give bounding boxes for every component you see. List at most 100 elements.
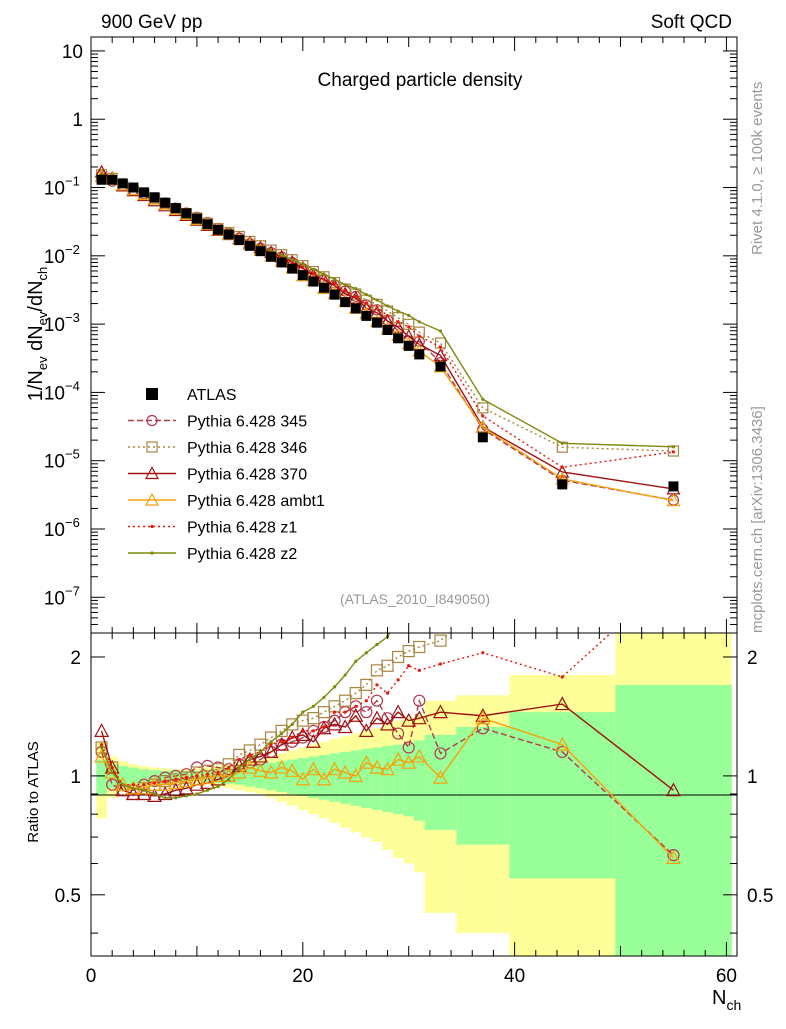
ratio-point-p370 [274,736,290,751]
ratio-point-z2 [301,710,305,714]
ratio-point-z1 [163,779,167,783]
ratio-point-z1 [205,772,210,776]
ratio-x-ticks: 0 20 40 60 [86,633,737,987]
ratio-point-ambt1 [665,850,681,865]
legend-marker-p345 [146,414,158,427]
ratio-point-z2 [561,536,564,539]
analysis-label: (ATLAS_2010_I849050) [340,591,490,607]
ratio-point-ambt1 [210,768,226,782]
point-atlas [234,235,245,246]
ratio-point-p370 [178,780,194,795]
point-z2 [671,445,676,449]
y-tick-exponent: −1 [65,174,80,189]
ratio-point-z2 [397,617,400,620]
point-z2 [364,292,368,297]
point-atlas [361,310,372,321]
point-z1 [407,325,411,329]
y-tick-label: 10 [62,42,83,63]
ratio-point-z1 [280,740,284,744]
green-band [276,761,287,793]
point-atlas [160,197,171,208]
point-z1 [364,301,368,305]
ratio-point-ambt1 [554,736,570,751]
ratio-plot-frame [90,632,738,957]
ratio-point-z2 [269,740,273,744]
ratio-point-ambt1 [115,776,131,791]
ratio-point-ambt1 [316,771,332,786]
ratio-point-ambt1 [475,710,491,725]
point-atlas [318,282,329,293]
legend-marker-atlas [146,388,158,400]
ratio-point-p346 [339,694,352,707]
legend-label-p370: Pythia 6.428 370 [187,467,307,484]
main-series [94,164,681,507]
x-tick-label: 0 [86,966,97,987]
ratio-point-z2 [174,796,178,800]
point-atlas [213,224,224,235]
ratio-point-p346 [349,687,362,700]
rivet-version-label: Rivet 4.1.0, ≥ 100k events [749,82,766,255]
ratio-point-z1 [99,743,104,747]
point-atlas [382,325,393,336]
ratio-series-z2 [99,536,564,800]
point-atlas [287,263,298,274]
point-atlas [223,229,234,240]
ratio-point-p370 [189,776,205,791]
ratio-point-z2 [364,651,368,655]
ratio-point-z2 [216,784,220,789]
ratio-point-p370 [401,712,417,727]
point-atlas [557,479,568,490]
legend-marker-p346 [146,441,158,453]
ratio-point-z1 [364,699,368,703]
point-atlas [149,192,160,203]
point-z2 [311,267,315,272]
legend: ATLAS Pythia 6.428 345 Pythia 6.428 346 Pyt… [128,387,325,563]
ratio-point-z2 [343,673,347,677]
point-atlas [202,219,213,230]
ratio-point-z2 [237,765,241,770]
ratio-point-p370 [94,723,110,737]
legend-marker-p370 [144,466,160,480]
point-atlas [668,481,679,492]
point-atlas [266,251,277,262]
green-band [350,750,362,806]
legend-label-p346: Pythia 6.428 346 [187,440,307,457]
ratio-point-p346 [317,706,331,719]
ratio-point-p345 [434,747,447,760]
y-tick-exponent: −5 [65,447,80,462]
ratio-point-z2 [227,777,231,781]
green-band [318,754,330,800]
ratio-point-z1 [385,691,390,695]
ratio-point-p346 [434,634,447,647]
point-z1 [438,345,443,349]
point-z2 [560,441,564,445]
x-tick-label: 40 [504,966,525,987]
point-z2 [322,272,326,276]
header-right: Soft QCD [651,12,732,33]
green-band [403,743,414,817]
ratio-point-p345 [370,694,384,707]
ratio-point-z1 [322,725,326,729]
ratio-point-z2 [418,586,421,589]
green-band [244,765,256,787]
ratio-y-tick-label: 0.5 [55,886,81,907]
point-z1 [290,260,294,264]
ratio-y-ticks: 0.5 0.5 1 1 2 2 [55,648,773,934]
ratio-point-p345 [402,741,415,754]
point-z1 [481,414,485,418]
ratio-point-ambt1 [242,759,258,774]
legend-label-atlas: ATLAS [187,387,237,404]
green-band [181,770,192,782]
y-tick-exponent: −2 [65,242,80,257]
ratio-point-p370 [411,710,427,725]
ratio-point-z2 [142,788,146,792]
green-band [117,765,129,787]
ratio-point-ambt1 [305,761,321,776]
ratio-point-ambt1 [380,761,396,776]
ratio-point-p370 [295,727,311,741]
green-band [456,726,510,845]
point-atlas [477,432,488,443]
point-atlas [350,303,361,314]
ratio-point-p370 [252,748,268,763]
point-z2 [407,313,411,317]
